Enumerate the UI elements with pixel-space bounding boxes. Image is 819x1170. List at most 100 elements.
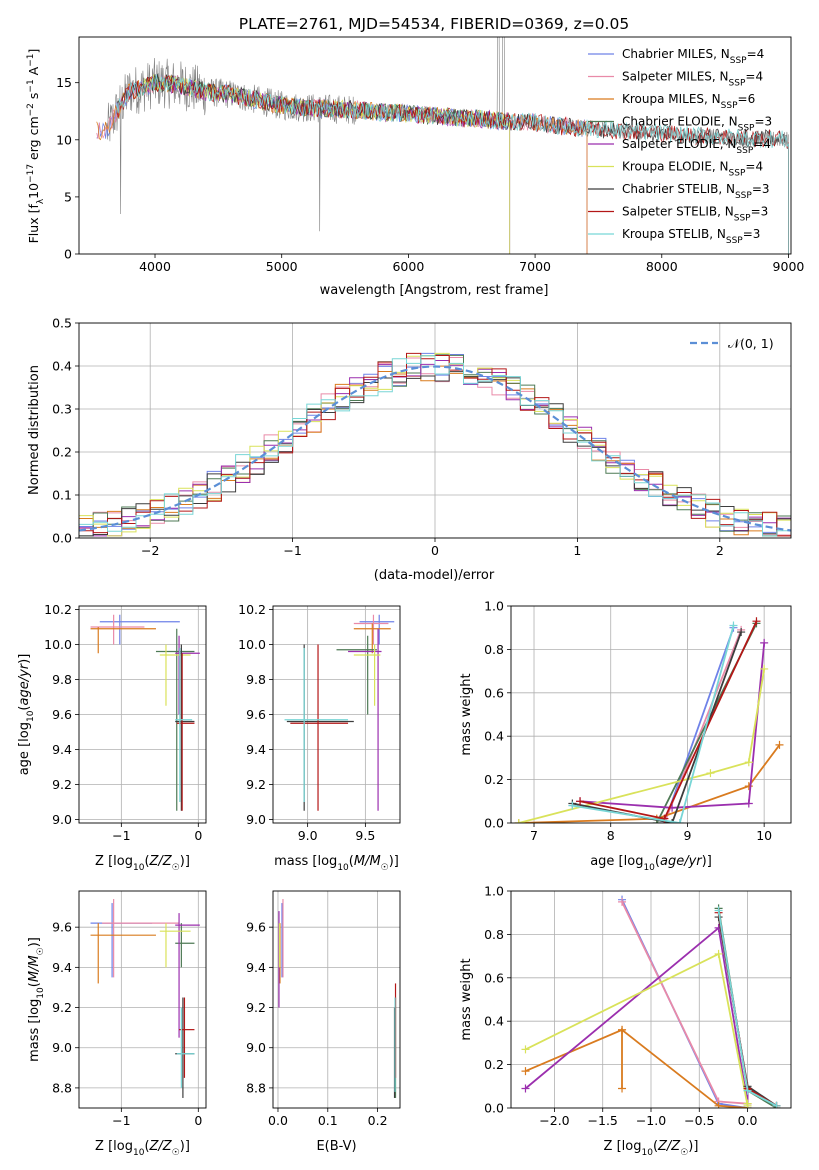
age-vs-mass-ytick-label: 10.2: [238, 602, 266, 617]
weight-vs-age-xlabel-part: age/yr: [660, 854, 703, 869]
spectrum-ytick-label: 15: [56, 75, 72, 90]
model-spectrum: [141, 75, 511, 254]
weight-vs-Z-plot-area: [511, 891, 791, 1108]
weight-vs-Z-xtick-label: −1.0: [636, 1113, 666, 1128]
spectrum-xtick-label: 8000: [646, 259, 678, 274]
weight-vs-Z-xlabel: Z [log10(Z/Z☉)]: [604, 1139, 699, 1158]
residuals-xlabel: (data-model)/error: [374, 568, 495, 583]
weight-marker: [743, 1086, 752, 1095]
mass-vs-EBV-ytick-label: 8.8: [246, 1080, 266, 1095]
mass-vs-Z-ytick-label: 9.2: [52, 1000, 72, 1015]
weight-marker: [737, 628, 746, 637]
weight-line: [663, 627, 735, 823]
age-vs-Z-xlabel-part: Z/Z: [149, 854, 173, 869]
mass-vs-Z-ylabel-part: )]: [27, 937, 42, 947]
residuals-ytick-label: 0.3: [52, 402, 72, 417]
residuals-ytick-label: 0.0: [52, 531, 72, 546]
spectrum-xtick-label: 6000: [392, 259, 424, 274]
weight-vs-age-xlabel-part: (: [655, 854, 660, 869]
legend-label-part: SSP: [730, 56, 747, 66]
weight-marker: [568, 801, 577, 810]
weight-marker: [760, 638, 769, 647]
spectrum-ylabel-part: 10: [26, 183, 41, 199]
weight-vs-Z-frame: [510, 890, 792, 1109]
histogram-series: [79, 352, 791, 537]
weight-vs-Z-xtick-label: −1.5: [588, 1113, 618, 1128]
model-spectrum: [96, 74, 588, 254]
weight-vs-age-xtick-label: 9: [683, 828, 691, 843]
age-vs-Z-xlabel-part: )]: [180, 854, 190, 869]
weight-vs-age-frame: [510, 605, 792, 824]
weight-vs-age-ytick-label: 1.0: [484, 599, 504, 614]
weight-vs-Z-xlabel-part: 10: [641, 1148, 653, 1158]
legend-label-part: Salpeter STELIB, N: [622, 205, 734, 219]
legend-label-part: =4: [745, 70, 763, 84]
mass-vs-Z-ylabel: mass [log10(M/M☉)]: [27, 937, 46, 1062]
age-vs-Z-xlabel: Z [log10(Z/Z☉)]: [95, 854, 190, 873]
mass-vs-EBV-ytick-label: 9.4: [246, 960, 266, 975]
legend-label-part: SSP: [734, 214, 751, 224]
spectrum-xtick-label: 9000: [773, 259, 805, 274]
legend-label-part: SSP: [729, 79, 746, 89]
residuals-axes: −2 −1 0 1 2 0.0 0.1 0.2 0.3 0.4 0.5 𝒩(0, 1) (data-mo…: [27, 316, 792, 583]
weight-vs-Z-xlabel-part: (: [653, 1139, 658, 1154]
weight-marker: [576, 797, 585, 806]
spectrum-ylabel-part: −1: [26, 54, 36, 67]
mass-vs-Z-xlabel-part: Z/Z: [149, 1139, 173, 1154]
legend-label-part: Kroupa STELIB, N: [622, 227, 726, 241]
weight-vs-Z-xtick-label: 0.0: [738, 1113, 758, 1128]
spectrum-ylabel-part: erg cm: [26, 116, 41, 164]
legend-label-part: SSP: [726, 236, 743, 246]
weight-marker: [752, 617, 761, 626]
legend-label-part: SSP: [735, 191, 752, 201]
weight-vs-Z-ytick-label: 1.0: [484, 884, 504, 899]
age-vs-mass-xlabel-part: (: [349, 854, 354, 869]
weight-vs-Z-ytick-label: 0.4: [484, 1014, 504, 1029]
mass-vs-Z-xtick-label: 0: [194, 1113, 202, 1128]
weight-vs-Z-ytick-label: 0.8: [484, 927, 504, 942]
age-vs-Z-ylabel: age [log10(age/yr)]: [17, 654, 36, 776]
spectrum-ylabel-part: ]: [26, 49, 41, 54]
weight-line: [525, 952, 749, 1106]
weight-vs-Z-xtick-label: −0.5: [684, 1113, 714, 1128]
gaussian-curve: [79, 365, 791, 532]
age-vs-mass-xlabel-part: M/M: [354, 854, 381, 869]
residuals-plot-area: [79, 323, 791, 538]
spectrum-xtick-label: 5000: [266, 259, 298, 274]
legend-label: Kroupa STELIB, NSSP=3: [622, 227, 760, 246]
weight-vs-age-xlabel-part: 10: [643, 863, 655, 873]
weight-marker: [744, 758, 753, 767]
weight-marker: [521, 1067, 530, 1076]
spectrum-ylabel-part: Flux [f: [26, 204, 41, 244]
legend-label-part: =4: [745, 160, 763, 174]
spectrum-ylabel-part: −1: [26, 79, 36, 92]
mass-vs-Z-xlabel: Z [log10(Z/Z☉)]: [95, 1139, 190, 1158]
weight-marker: [668, 819, 677, 823]
weight-vs-age-ytick-label: 0.2: [484, 772, 504, 787]
weight-marker: [514, 819, 523, 823]
mass-vs-Z-ylabel-part: mass [log: [27, 999, 42, 1062]
age-vs-Z-ylabel-part: )]: [17, 654, 32, 664]
weight-marker: [744, 782, 753, 791]
legend-label-part: =3: [754, 115, 772, 129]
age-vs-Z-xlabel-part: Z [log: [95, 854, 133, 869]
age-vs-mass-ytick-label: 9.4: [246, 742, 266, 757]
spectrum-ylabel-part: A: [26, 66, 41, 79]
age-vs-Z-ytick-label: 9.0: [52, 812, 72, 827]
weight-vs-Z-ylabel: mass weight: [459, 958, 474, 1040]
legend-label: Kroupa MILES, NSSP=6: [622, 92, 755, 111]
age-vs-mass-xlabel-part: )]: [389, 854, 399, 869]
spectrum-ytick-label: 10: [56, 132, 72, 147]
spectrum-ytick-label: 0: [64, 247, 72, 262]
age-vs-mass-ytick-label: 9.6: [246, 707, 266, 722]
mass-vs-EBV-xtick-label: 0.1: [318, 1113, 338, 1128]
mass-vs-Z-ytick-label: 9.4: [52, 960, 72, 975]
spectrum-ylabel: Flux [fλ10−17 erg cm−2 s−1 A−1]: [26, 49, 46, 244]
weight-vs-age-xtick-label: 8: [607, 828, 615, 843]
age-vs-Z-ytick-label: 9.4: [52, 742, 72, 757]
age-vs-Z-frame: [78, 605, 207, 824]
weight-marker: [675, 819, 684, 823]
age-vs-mass-ytick-label: 9.0: [246, 812, 266, 827]
legend-label: Chabrier MILES, NSSP=4: [622, 47, 764, 66]
